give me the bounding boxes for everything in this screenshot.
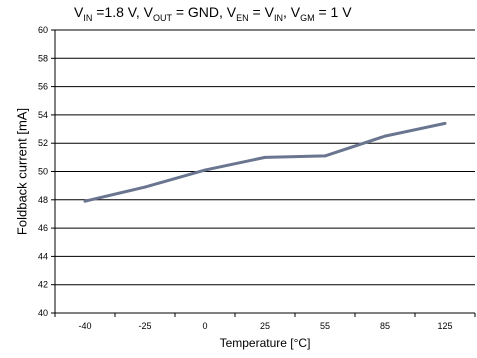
data-point bbox=[323, 154, 327, 158]
title-text-part: =1.8 V, V bbox=[92, 4, 153, 20]
y-tick-label: 46 bbox=[38, 223, 48, 233]
y-tick-label: 52 bbox=[38, 138, 48, 148]
title-text-part: , V bbox=[282, 4, 301, 20]
title-text-part: = V bbox=[248, 4, 274, 20]
chart-title: VIN =1.8 V, VOUT = GND, VEN = VIN, VGM =… bbox=[74, 4, 474, 23]
data-point bbox=[203, 168, 207, 172]
title-subscript: GM bbox=[300, 12, 315, 23]
title-subscript: IN bbox=[273, 12, 283, 23]
x-tick-label: 0 bbox=[202, 321, 207, 331]
data-point bbox=[263, 155, 267, 159]
y-tick-label: 54 bbox=[38, 110, 48, 120]
title-subscript: OUT bbox=[152, 12, 172, 23]
data-point bbox=[383, 134, 387, 138]
y-tick-label: 44 bbox=[38, 251, 48, 261]
y-tick-label: 48 bbox=[38, 195, 48, 205]
x-tick-label: 25 bbox=[260, 321, 270, 331]
title-text-part: = 1 V bbox=[314, 4, 352, 20]
title-subscript: IN bbox=[83, 12, 93, 23]
x-axis-label: Temperature [°C] bbox=[219, 336, 311, 350]
y-tick-label: 56 bbox=[38, 82, 48, 92]
y-tick-label: 40 bbox=[38, 308, 48, 318]
data-point bbox=[143, 185, 147, 189]
title-subscript: EN bbox=[236, 12, 249, 23]
y-tick-label: 50 bbox=[38, 167, 48, 177]
x-tick-label: 55 bbox=[320, 321, 330, 331]
y-tick-label: 60 bbox=[38, 25, 48, 35]
data-point bbox=[443, 121, 447, 125]
title-text-part: = GND, V bbox=[171, 4, 237, 20]
x-tick-label: -40 bbox=[78, 321, 91, 331]
y-tick-label: 42 bbox=[38, 280, 48, 290]
title-text-part: V bbox=[74, 4, 84, 20]
x-tick-label: 85 bbox=[380, 321, 390, 331]
x-tick-label: 125 bbox=[437, 321, 452, 331]
data-point bbox=[83, 199, 87, 203]
x-tick-label: -25 bbox=[138, 321, 151, 331]
series-line bbox=[84, 121, 446, 203]
y-tick-label: 58 bbox=[38, 53, 48, 63]
